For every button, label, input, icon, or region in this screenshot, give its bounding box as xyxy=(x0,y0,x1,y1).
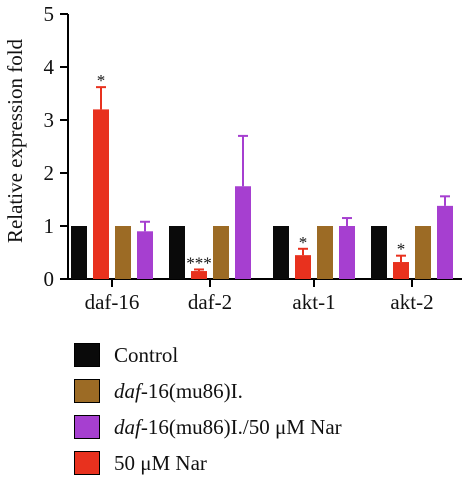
axes: 0 1 2 3 4 5 daf-16 daf-2 akt-1 akt-2 xyxy=(44,2,462,314)
bar xyxy=(371,226,387,279)
bar xyxy=(437,205,453,279)
significance-mark: * xyxy=(397,240,406,259)
y-tick-label: 2 xyxy=(44,161,55,185)
bar xyxy=(71,226,87,279)
significance-mark: * xyxy=(97,71,106,90)
y-tick-label: 5 xyxy=(44,2,55,26)
x-tick-label: daf-2 xyxy=(188,290,232,314)
bar xyxy=(169,226,185,279)
bar xyxy=(115,226,131,279)
bar xyxy=(415,226,431,279)
bar xyxy=(191,271,207,279)
y-axis-label: Relative expression fold xyxy=(3,38,27,243)
y-tick-label: 4 xyxy=(44,55,55,79)
significance-mark: * xyxy=(299,233,308,252)
bar xyxy=(317,226,333,279)
significance-marks: ***** * xyxy=(97,71,406,272)
x-tick-label: daf-16 xyxy=(85,290,140,314)
x-tick-label: akt-2 xyxy=(390,290,433,314)
x-tick-label: akt-1 xyxy=(292,290,335,314)
error-bars xyxy=(96,86,450,272)
y-tick-label: 3 xyxy=(44,108,55,132)
y-tick-label: 1 xyxy=(44,214,55,238)
bar xyxy=(295,255,311,279)
bar xyxy=(235,186,251,279)
bar xyxy=(393,262,409,279)
y-tick-label: 0 xyxy=(44,267,55,291)
bar xyxy=(93,109,109,280)
bar xyxy=(339,226,355,279)
bar xyxy=(273,226,289,279)
bar xyxy=(137,231,153,279)
significance-mark: *** xyxy=(186,253,212,272)
bars xyxy=(71,109,453,280)
bar xyxy=(213,226,229,279)
